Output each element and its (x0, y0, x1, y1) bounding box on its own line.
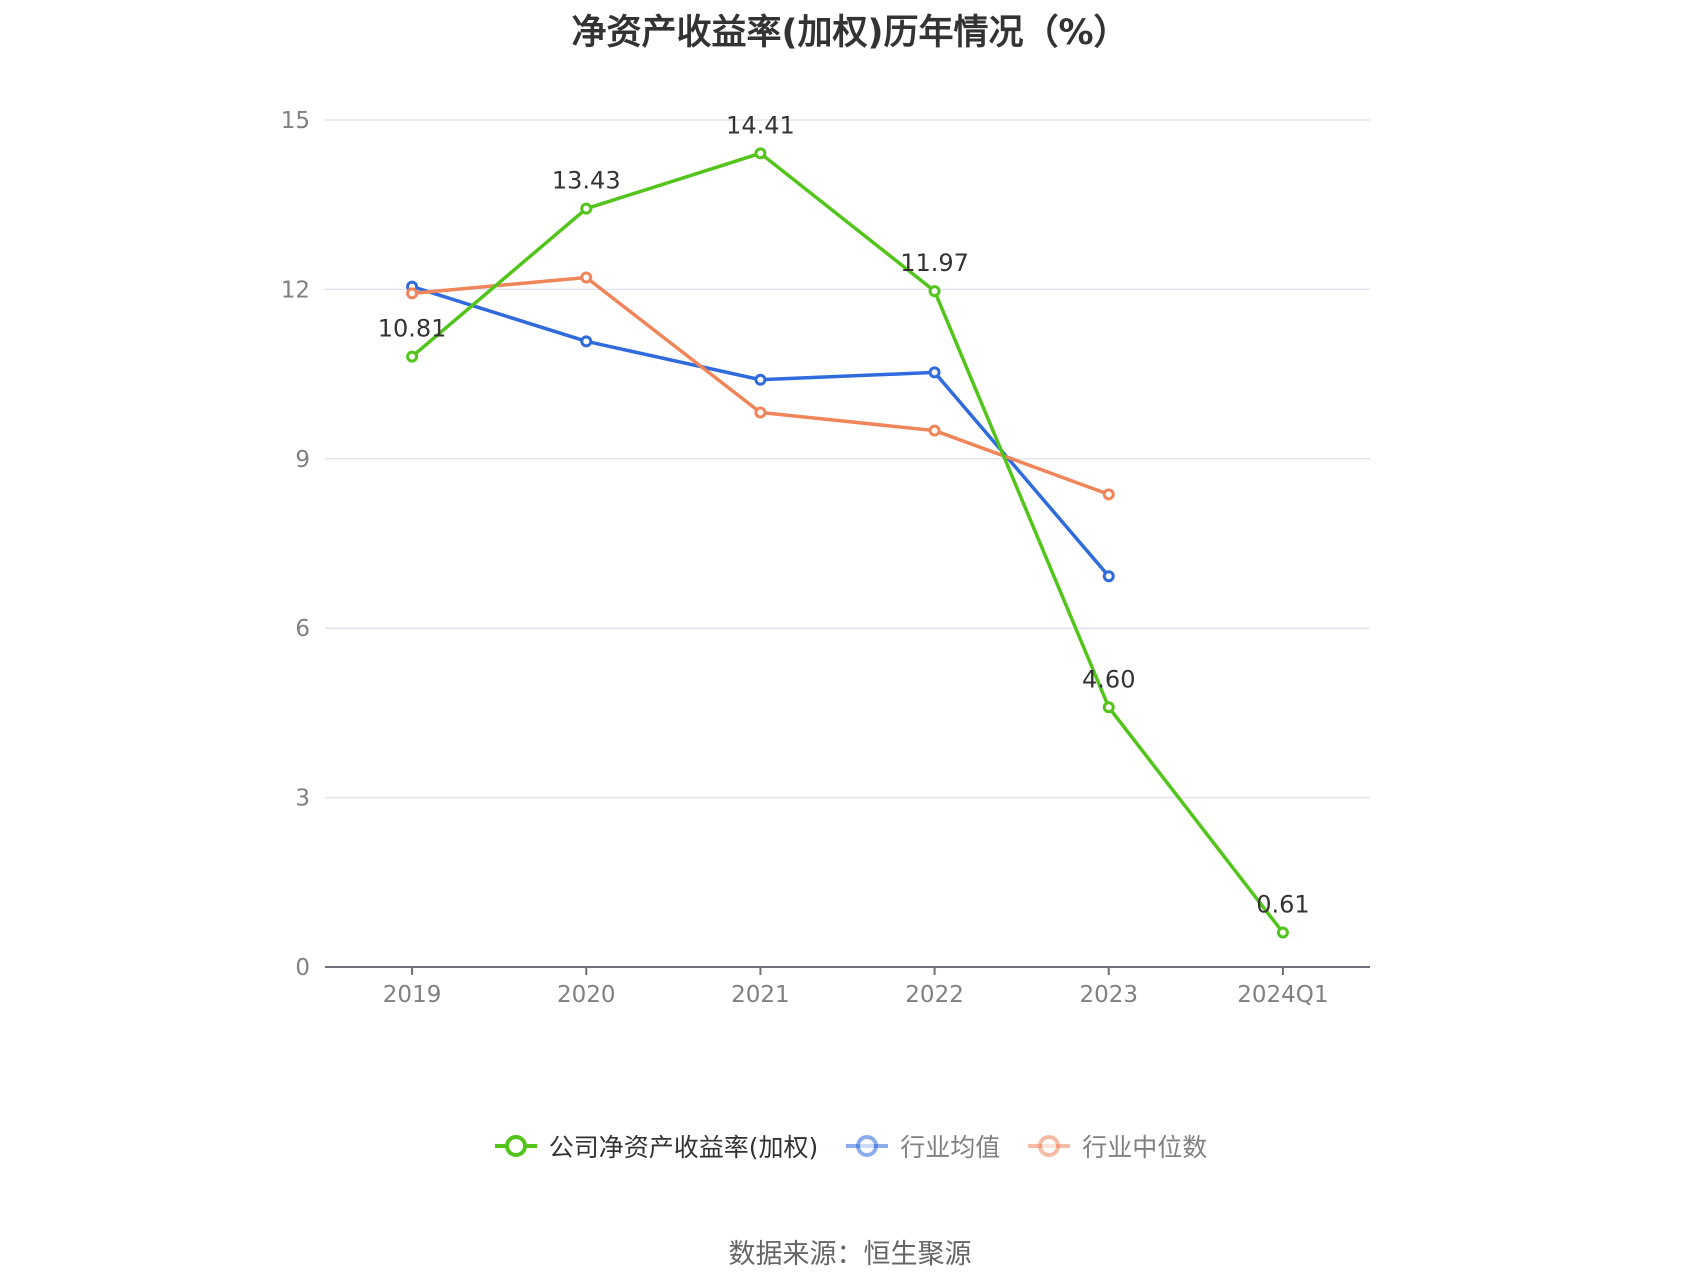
data-point[interactable] (580, 202, 593, 215)
legend-line-circle-icon (494, 1135, 537, 1157)
grid-lines (325, 119, 1370, 799)
legend-item-1[interactable]: 行业均值 (844, 1128, 1000, 1164)
legend-label: 行业均值 (900, 1133, 1001, 1162)
legend-label: 行业中位数 (1082, 1133, 1208, 1162)
data-point[interactable] (580, 335, 593, 348)
legend: 公司净资产收益率(加权) 行业均值 行业中位数 (0, 1128, 1700, 1164)
x-tick-label: 2022 (905, 982, 964, 1008)
y-tick-label: 6 (295, 616, 310, 642)
data-label: 11.97 (900, 249, 969, 277)
y-tick-label: 12 (281, 277, 310, 303)
data-point[interactable] (580, 271, 593, 284)
series-lines (406, 147, 1289, 939)
x-tick-label: 2024Q1 (1237, 982, 1328, 1008)
data-label: 10.81 (378, 315, 447, 343)
legend-item-0[interactable]: 公司净资产收益率(加权) (493, 1128, 819, 1164)
data-point[interactable] (1102, 570, 1115, 583)
legend-line-circle-icon (1028, 1135, 1071, 1157)
legend-label: 公司净资产收益率(加权) (548, 1133, 819, 1162)
data-label: 13.43 (552, 167, 621, 195)
data-point[interactable] (928, 424, 941, 437)
data-point[interactable] (754, 373, 767, 386)
data-point[interactable] (406, 350, 419, 363)
data-labels: 10.81 13.43 14.41 11.97 4.60 0.61 (378, 111, 1310, 918)
data-label: 14.41 (726, 111, 795, 139)
axes: 0 3 6 9 12 15 2019 2020 2021 2022 2023 2024Q1 (281, 108, 1370, 1008)
data-point[interactable] (754, 147, 767, 160)
chart-title: 净资产收益率(加权)历年情况（%） (571, 13, 1129, 53)
data-point[interactable] (1276, 926, 1289, 939)
data-label: 4.60 (1082, 665, 1135, 693)
data-source: 数据来源：恒生聚源 (728, 1239, 972, 1270)
data-point[interactable] (1102, 701, 1115, 714)
x-tick-label: 2021 (731, 982, 790, 1008)
data-point[interactable] (1102, 488, 1115, 501)
data-point[interactable] (406, 287, 419, 300)
data-label: 0.61 (1256, 891, 1309, 919)
data-point[interactable] (928, 285, 941, 298)
y-tick-label: 3 (295, 786, 310, 812)
x-tick-label: 2019 (383, 982, 442, 1008)
data-point[interactable] (928, 366, 941, 379)
x-tick-label: 2020 (557, 982, 616, 1008)
y-tick-label: 9 (295, 447, 310, 473)
legend-line-circle-icon (846, 1135, 889, 1157)
y-tick-label: 15 (281, 108, 310, 134)
data-point[interactable] (754, 406, 767, 419)
y-tick-label: 0 (295, 955, 310, 981)
x-tick-label: 2023 (1079, 982, 1138, 1008)
legend-item-2[interactable]: 行业中位数 (1026, 1128, 1207, 1164)
series-line-1 (411, 284, 1111, 578)
series-line-0 (410, 151, 1285, 934)
